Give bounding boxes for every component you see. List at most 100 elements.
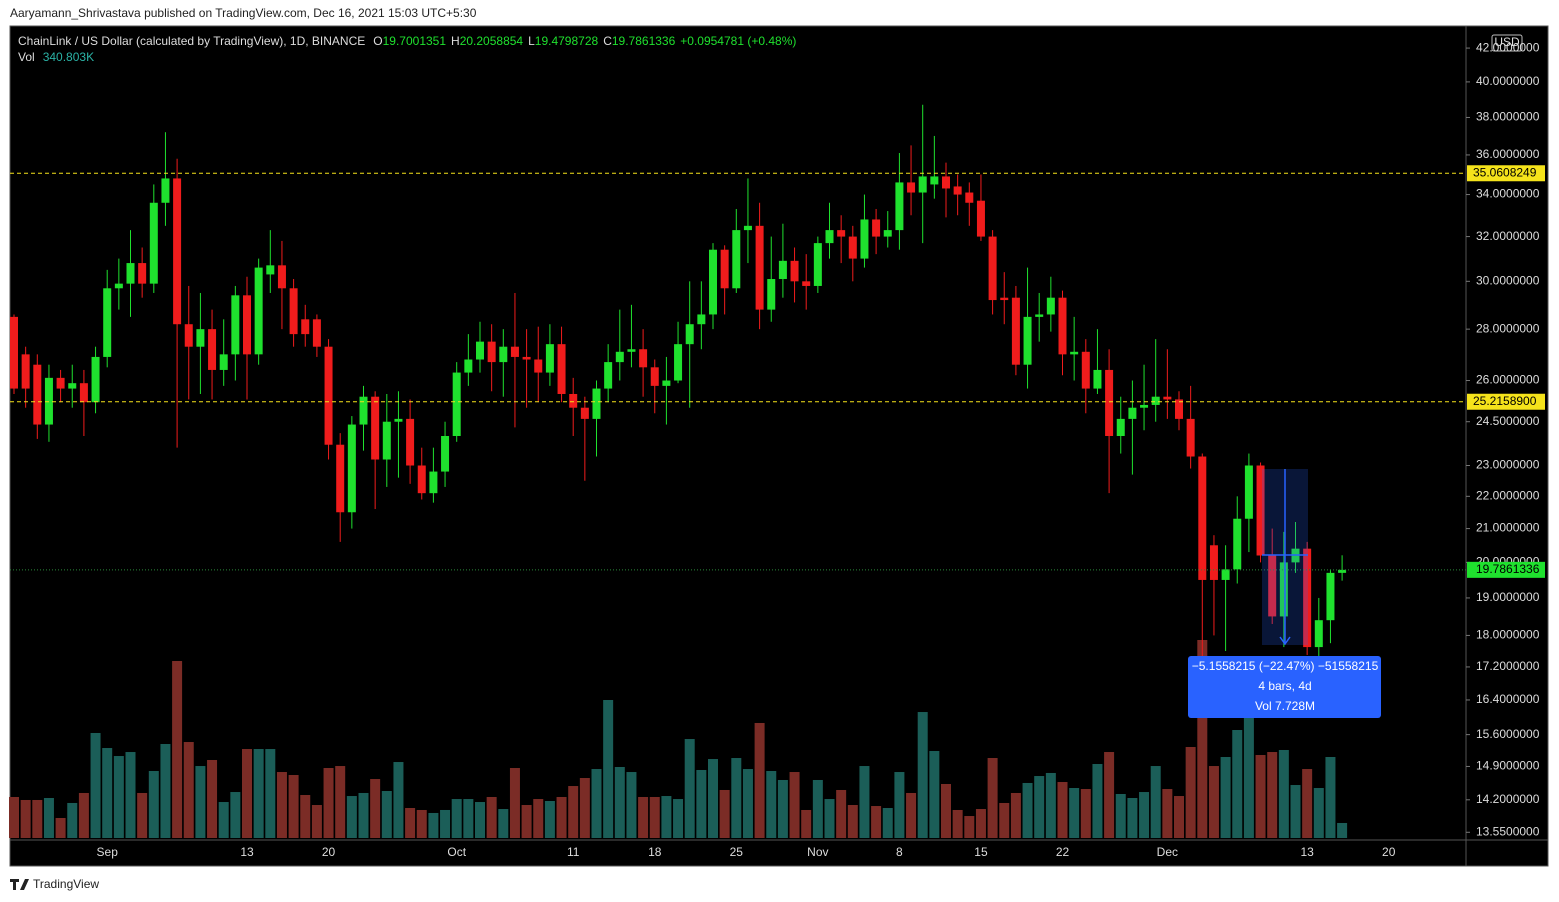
volume-bar (9, 796, 19, 838)
x-tick-label: 13 (240, 845, 254, 859)
candle-body (895, 182, 904, 231)
candle-body (545, 344, 554, 373)
volume-bar (195, 766, 206, 838)
volume-key: Vol (18, 50, 35, 64)
volume-bar (381, 790, 392, 838)
x-tick-label: 20 (322, 845, 336, 859)
volume-bar (999, 802, 1010, 838)
ohlc-value: 19.7861336 (612, 34, 676, 48)
candle-body (10, 316, 18, 389)
candle-body (394, 418, 403, 422)
volume-bar (964, 816, 975, 838)
volume-bar (638, 796, 649, 838)
x-tick-label: 22 (1056, 845, 1070, 859)
candle-body (1198, 456, 1207, 580)
volume-bar (836, 789, 847, 838)
y-tick-label: 23.0000000 (1476, 458, 1540, 472)
candle-body (231, 295, 240, 355)
volume-bar (1010, 792, 1021, 838)
candle-body (569, 393, 578, 408)
candle-body (1046, 297, 1055, 315)
candle-body (697, 314, 706, 325)
last-price-box (1467, 561, 1545, 578)
volume-bar (486, 796, 497, 838)
candle-body (44, 377, 53, 425)
volume-bar (1267, 752, 1278, 838)
candle-body (1023, 316, 1032, 365)
currency-badge[interactable] (1491, 34, 1523, 52)
candle-body (510, 346, 519, 357)
volume-bar (509, 768, 520, 838)
candle-body (755, 225, 764, 310)
volume-bar (218, 802, 229, 838)
candle-body (976, 200, 985, 237)
volume-bar (288, 775, 299, 838)
volume-bar (148, 771, 159, 838)
volume-bar (370, 779, 381, 838)
candle-body (487, 341, 496, 363)
x-tick-label: Oct (447, 845, 466, 859)
volume-bar (626, 772, 637, 838)
volume-bar (393, 762, 404, 838)
chart-title: ChainLink / US Dollar (calculated by Tra… (18, 34, 365, 48)
logo (10, 879, 29, 890)
x-tick-label: 25 (730, 845, 744, 859)
candle-body (464, 359, 473, 373)
legend-line: ChainLink / US Dollar (calculated by Tra… (18, 34, 796, 48)
volume-bar (696, 769, 707, 838)
volume-bar (824, 799, 835, 838)
candle-body (1128, 407, 1137, 419)
candle-body (778, 260, 787, 280)
volume-bar (1057, 782, 1068, 838)
y-tick-label: 30.0000000 (1476, 273, 1540, 287)
y-tick-label: 32.0000000 (1476, 229, 1540, 243)
candle-body (720, 249, 729, 289)
volume-bar (323, 768, 334, 838)
volume-bar (1162, 789, 1173, 838)
candle-body (184, 324, 193, 347)
chart-pane (9, 25, 1549, 867)
volume-bar (1139, 792, 1150, 838)
candle-body (1011, 297, 1020, 365)
ohlc-value: 19.4798728 (535, 34, 599, 48)
candle-body (662, 380, 671, 386)
candle-body (790, 260, 799, 282)
x-tick-label: 20 (1382, 845, 1396, 859)
candle-body (208, 329, 217, 370)
volume-bar (568, 786, 579, 838)
volume-bar (160, 743, 171, 838)
volume-bar (1080, 789, 1091, 838)
volume-bar (929, 751, 940, 838)
candle-body (21, 354, 30, 389)
candle-body (138, 263, 147, 284)
candle-body (522, 356, 531, 360)
candle-body (173, 178, 182, 325)
candle-body (709, 249, 717, 315)
candle-body (114, 283, 123, 289)
volume-bar (789, 772, 800, 838)
candle-body (988, 236, 997, 301)
candle-body (1070, 351, 1079, 355)
volume-bar (1302, 769, 1313, 838)
volume-bar (55, 818, 66, 838)
candle-body (1105, 369, 1114, 437)
candle-body (837, 230, 846, 237)
candle-body (942, 176, 950, 189)
volume-bar (32, 799, 43, 838)
x-tick-label: Sep (97, 845, 119, 859)
candle-body (918, 176, 927, 193)
candle-body (441, 436, 450, 472)
volume-bar (544, 800, 555, 838)
volume-bar (731, 758, 742, 838)
candle-body (1186, 418, 1195, 457)
volume-bar (777, 779, 788, 838)
y-tick-label: 24.5000000 (1476, 414, 1540, 428)
volume-bar (1313, 788, 1324, 838)
candle-body (1140, 404, 1149, 408)
measure-arrowhead (1279, 636, 1291, 646)
candle-body (592, 388, 601, 419)
candle-body (499, 346, 508, 363)
ohlc-key: H (451, 34, 460, 48)
